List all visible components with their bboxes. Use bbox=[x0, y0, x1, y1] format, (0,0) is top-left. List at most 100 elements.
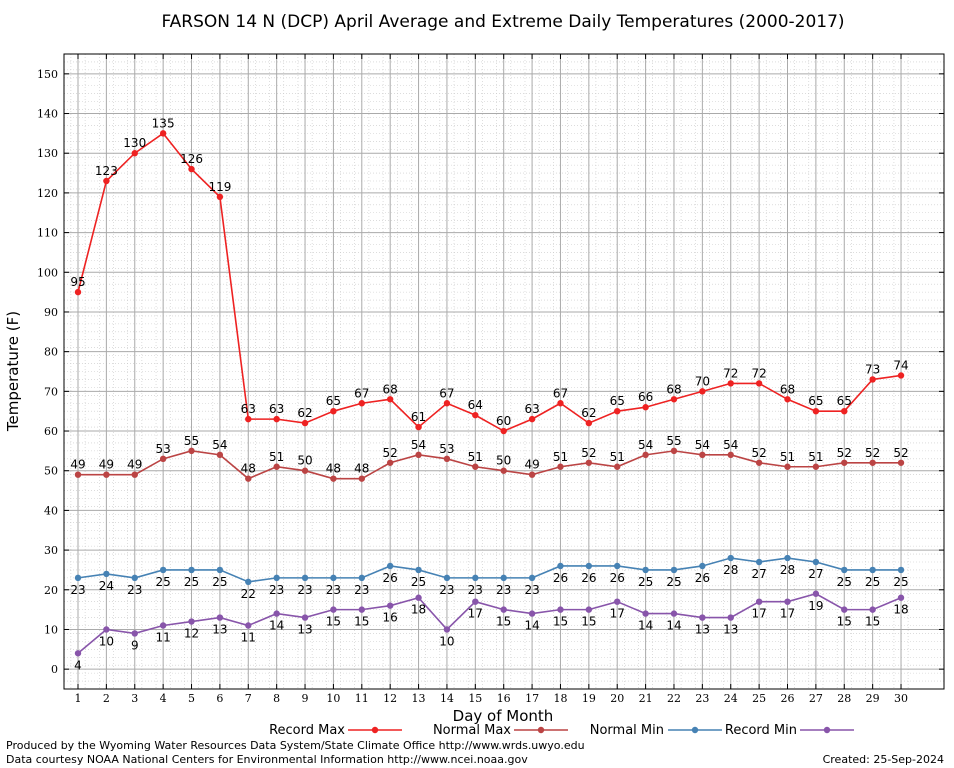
x-tick-label: 30 bbox=[894, 692, 908, 705]
data-point bbox=[216, 451, 224, 459]
y-tick-label: 100 bbox=[37, 266, 58, 279]
data-label: 49 bbox=[99, 458, 114, 472]
x-tick-label: 6 bbox=[216, 692, 223, 705]
data-label: 15 bbox=[496, 615, 511, 629]
x-tick-label: 1 bbox=[75, 692, 82, 705]
data-label: 16 bbox=[383, 611, 398, 625]
data-point bbox=[415, 566, 422, 574]
data-label: 60 bbox=[496, 414, 511, 428]
data-label: 61 bbox=[411, 410, 426, 424]
data-label: 18 bbox=[893, 603, 908, 617]
data-label: 63 bbox=[524, 402, 539, 416]
data-point bbox=[585, 606, 593, 613]
data-label: 52 bbox=[581, 446, 596, 460]
data-label: 15 bbox=[837, 615, 852, 629]
data-label: 23 bbox=[468, 583, 483, 597]
data-point bbox=[500, 574, 507, 582]
series-normal-min: 23 24 23 25 25 25 22 23 23 23 23 26 25 23 23 23 23 26 26 26… bbox=[70, 554, 909, 601]
data-point bbox=[585, 459, 593, 466]
data-point bbox=[216, 614, 224, 621]
data-point bbox=[528, 471, 536, 478]
data-label: 15 bbox=[581, 615, 596, 629]
series-line bbox=[77, 557, 902, 583]
x-tick-label: 17 bbox=[525, 692, 539, 705]
x-tick-label: 21 bbox=[639, 692, 653, 705]
data-point bbox=[557, 463, 564, 470]
data-point bbox=[188, 165, 195, 173]
data-point bbox=[443, 400, 451, 407]
data-label: 10 bbox=[99, 634, 114, 648]
data-point bbox=[727, 554, 734, 562]
data-point bbox=[358, 475, 365, 482]
data-label: 50 bbox=[496, 454, 511, 468]
y-tick-label: 40 bbox=[44, 504, 58, 517]
data-point bbox=[614, 463, 621, 470]
data-point bbox=[670, 396, 678, 403]
data-label: 54 bbox=[212, 438, 227, 452]
data-point bbox=[415, 423, 422, 431]
data-point bbox=[216, 193, 224, 201]
data-label: 49 bbox=[127, 458, 142, 472]
data-point bbox=[869, 459, 876, 466]
data-label: 65 bbox=[326, 394, 341, 408]
data-label: 51 bbox=[269, 450, 284, 464]
data-point bbox=[472, 411, 479, 419]
data-point bbox=[528, 415, 536, 423]
data-point bbox=[585, 562, 593, 570]
data-label: 52 bbox=[893, 446, 908, 460]
footer-created: Created: 25-Sep-2024 bbox=[823, 753, 944, 766]
data-label: 23 bbox=[524, 583, 539, 597]
data-label: 26 bbox=[383, 571, 398, 585]
x-tick-label: 15 bbox=[468, 692, 482, 705]
data-point bbox=[784, 396, 791, 403]
data-label: 130 bbox=[123, 136, 146, 150]
data-point bbox=[585, 419, 593, 427]
data-label: 66 bbox=[638, 390, 653, 404]
data-point bbox=[301, 574, 309, 582]
data-label: 49 bbox=[70, 458, 85, 472]
data-label: 135 bbox=[152, 116, 175, 130]
data-point bbox=[245, 415, 252, 423]
data-point bbox=[386, 602, 394, 609]
data-point bbox=[557, 606, 564, 613]
data-point bbox=[841, 459, 848, 466]
y-tick-label: 20 bbox=[44, 584, 58, 597]
data-label: 19 bbox=[808, 599, 823, 613]
data-point bbox=[472, 574, 479, 582]
data-point bbox=[812, 590, 820, 597]
y-tick-label: 90 bbox=[44, 306, 58, 319]
data-label: 26 bbox=[610, 571, 625, 585]
data-label: 23 bbox=[297, 583, 312, 597]
data-label: 4 bbox=[74, 658, 82, 672]
y-tick-label: 140 bbox=[37, 108, 58, 121]
data-point bbox=[557, 400, 564, 407]
data-label: 17 bbox=[780, 607, 795, 621]
data-point bbox=[301, 419, 309, 427]
data-point bbox=[386, 459, 394, 466]
data-label: 54 bbox=[638, 438, 653, 452]
data-point bbox=[386, 396, 394, 403]
data-label: 15 bbox=[553, 615, 568, 629]
legend: Record Max Normal Max Normal Min Record Min bbox=[269, 723, 854, 738]
data-label: 12 bbox=[184, 627, 199, 641]
data-label: 65 bbox=[837, 394, 852, 408]
data-label: 23 bbox=[496, 583, 511, 597]
data-point bbox=[103, 570, 110, 578]
data-label: 67 bbox=[439, 386, 454, 400]
data-label: 25 bbox=[155, 575, 170, 589]
data-point bbox=[500, 606, 507, 613]
data-point bbox=[699, 614, 706, 621]
data-point bbox=[188, 566, 195, 574]
data-label: 26 bbox=[581, 571, 596, 585]
legend-label: Normal Min bbox=[590, 723, 664, 738]
data-point bbox=[642, 566, 649, 574]
x-tick-label: 3 bbox=[131, 692, 138, 705]
data-point bbox=[500, 467, 507, 474]
data-label: 65 bbox=[808, 394, 823, 408]
series-line bbox=[77, 592, 902, 654]
data-point bbox=[330, 475, 337, 482]
data-point bbox=[869, 566, 876, 574]
data-label: 25 bbox=[411, 575, 426, 589]
data-point bbox=[784, 598, 791, 605]
